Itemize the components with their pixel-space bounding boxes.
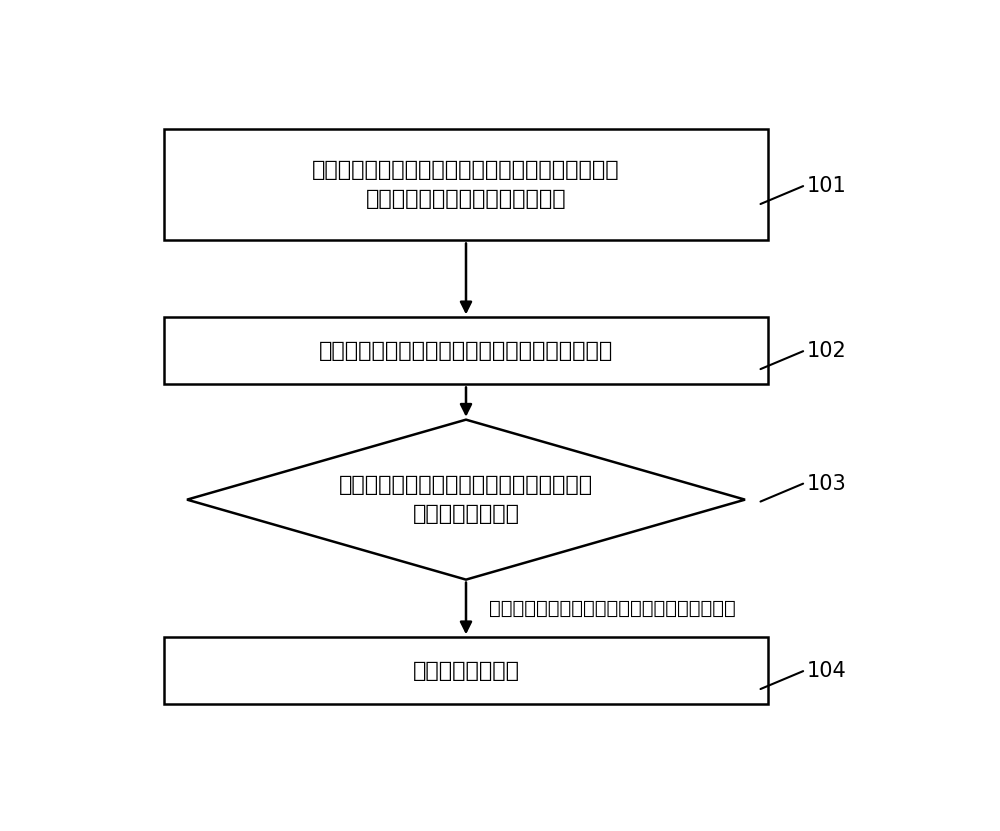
Text: 依次获取视频图像帧，检测所述视频图像的帧信息，
以获取待跟踪运动目标的位置信息: 依次获取视频图像帧，检测所述视频图像的帧信息， 以获取待跟踪运动目标的位置信息: [312, 160, 620, 209]
Text: 102: 102: [807, 342, 847, 361]
Bar: [164, 637, 768, 705]
Polygon shape: [187, 420, 745, 580]
Text: 104: 104: [807, 661, 847, 681]
Bar: [164, 317, 768, 385]
Text: 将运动目标质心图像坐标平均帧间距与预设
像素阈值进行比对: 将运动目标质心图像坐标平均帧间距与预设 像素阈值进行比对: [339, 475, 593, 524]
Text: 跟踪计算所述运动目标质心图像坐标的平均帧间距: 跟踪计算所述运动目标质心图像坐标的平均帧间距: [319, 341, 613, 361]
Bar: [164, 129, 768, 240]
Text: 运动目标质心图像坐标平均帧间距小于预设阈值: 运动目标质心图像坐标平均帧间距小于预设阈值: [489, 599, 736, 618]
Text: 101: 101: [807, 176, 847, 196]
Text: 103: 103: [807, 474, 847, 494]
Text: 提取静止目标信息: 提取静止目标信息: [413, 661, 520, 681]
